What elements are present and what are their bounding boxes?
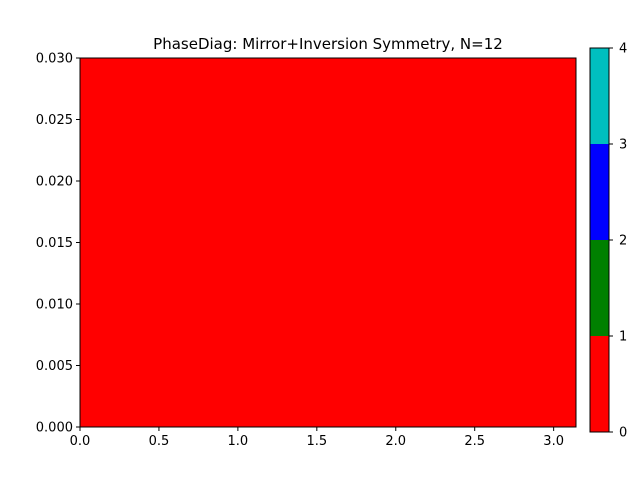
- colorbar-tick-label: 4: [619, 42, 627, 57]
- colorbar-segment: [590, 336, 609, 432]
- x-tick-label: 2.5: [464, 434, 485, 449]
- colorbar-tick-label: 0: [619, 426, 627, 441]
- x-tick-label: 3.0: [543, 434, 564, 449]
- y-tick-label: 0.020: [36, 175, 73, 190]
- heatmap-cell: [80, 58, 576, 427]
- y-tick-label: 0.000: [36, 421, 73, 436]
- chart-title: PhaseDiag: Mirror+Inversion Symmetry, N=…: [153, 35, 503, 53]
- y-tick-label: 0.005: [36, 359, 73, 374]
- colorbar-tick-label: 3: [619, 138, 627, 153]
- x-tick-label: 0.5: [149, 434, 170, 449]
- x-tick-label: 1.0: [228, 434, 249, 449]
- colorbar-tick-label: 2: [619, 234, 627, 249]
- colorbar-segment: [590, 48, 609, 144]
- x-tick-label: 0.0: [70, 434, 91, 449]
- x-axis: 0.0 0.5 1.0 1.5 2.0 2.5 3.0: [70, 427, 564, 449]
- colorbar: 0 1 2 3 4: [589, 42, 627, 441]
- plot-area: [79, 57, 577, 428]
- y-tick-label: 0.030: [36, 52, 73, 67]
- y-tick-label: 0.015: [36, 236, 73, 251]
- y-tick-label: 0.025: [36, 113, 73, 128]
- y-axis: 0.000 0.005 0.010 0.015 0.020 0.025 0.030: [36, 52, 80, 436]
- colorbar-segment: [590, 240, 609, 336]
- x-tick-label: 2.0: [385, 434, 406, 449]
- y-tick-label: 0.010: [36, 298, 73, 313]
- colorbar-segment: [590, 144, 609, 240]
- colorbar-tick-label: 1: [619, 330, 627, 345]
- x-tick-label: 1.5: [306, 434, 327, 449]
